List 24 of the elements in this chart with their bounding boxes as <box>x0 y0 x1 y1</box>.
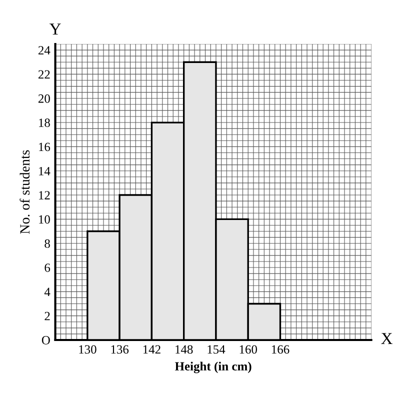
y-tick-label: 10 <box>39 215 50 224</box>
y-tick-label: 12 <box>39 191 50 200</box>
x-tick-label: 142 <box>143 345 160 354</box>
x-tick-label: 160 <box>240 345 258 354</box>
y-tick-label: 16 <box>39 142 50 152</box>
y-tick-label: 8 <box>44 239 50 248</box>
x-tick-label: 136 <box>111 345 129 354</box>
y-tick-label: 18 <box>39 118 50 127</box>
text: X <box>381 333 393 344</box>
y-tick-label: 22 <box>38 70 50 79</box>
text: Y <box>49 24 61 35</box>
x-tick-label: 130 <box>79 345 96 354</box>
y-tick-label: 24 <box>38 46 50 54</box>
y-axis-title: No. of students <box>20 150 30 234</box>
y-tick-label: O <box>42 336 50 344</box>
y-tick-label: 2 <box>44 312 50 320</box>
x-tick-label: 148 <box>176 345 193 354</box>
x-tick-label: 154 <box>208 345 226 354</box>
y-tick-label: 6 <box>44 264 50 272</box>
y-tick-label: 4 <box>44 288 50 296</box>
x-axis-title: Height (in cm) <box>174 362 252 374</box>
y-tick-label: 20 <box>38 94 50 103</box>
x-tick-label: 166 <box>272 345 290 354</box>
y-tick-label: 14 <box>39 166 50 176</box>
